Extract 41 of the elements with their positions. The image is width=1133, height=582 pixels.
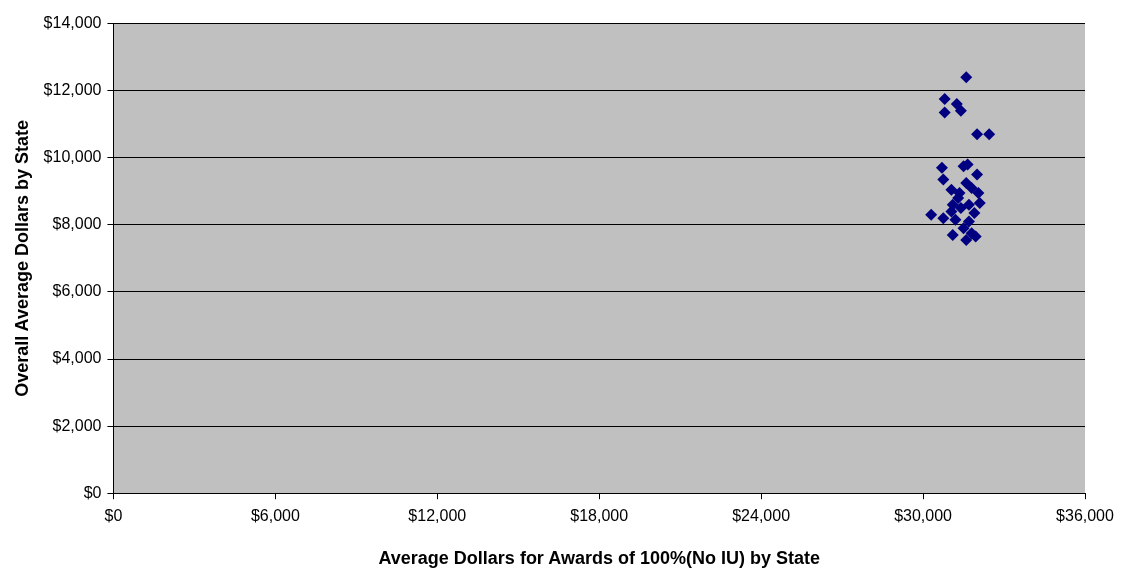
- y-tick-label: $14,000: [43, 14, 102, 32]
- point: [946, 228, 959, 241]
- point: [950, 98, 963, 111]
- x-tick-label: $0: [104, 507, 123, 525]
- point: [972, 186, 985, 199]
- x-axis-title: Average Dollars for Awards of 100%(No IU) by State: [378, 548, 820, 569]
- point: [954, 104, 967, 117]
- point: [937, 173, 950, 186]
- point: [925, 208, 938, 221]
- x-tick-label: $18,000: [570, 507, 629, 525]
- x-tick-label: $6,000: [250, 507, 300, 525]
- point: [971, 168, 984, 181]
- y-tick-label: $8,000: [52, 215, 102, 233]
- point: [971, 128, 984, 141]
- point: [937, 212, 950, 225]
- x-tick-label: $12,000: [408, 507, 467, 525]
- point: [968, 207, 981, 220]
- point: [983, 128, 996, 141]
- point: [973, 197, 986, 210]
- point: [960, 71, 973, 84]
- y-tick-label: $6,000: [52, 282, 102, 300]
- x-tick-label: $30,000: [894, 507, 953, 525]
- point: [954, 202, 967, 215]
- y-tick-label: $0: [83, 483, 102, 501]
- y-axis-title: Overall Average Dollars by State: [11, 120, 32, 397]
- point: [938, 93, 951, 106]
- point: [945, 183, 958, 196]
- y-tick-label: $12,000: [43, 81, 102, 99]
- point: [960, 176, 973, 189]
- y-tick-label: $4,000: [52, 349, 102, 367]
- y-tick-label: $2,000: [52, 416, 102, 434]
- point: [949, 213, 962, 226]
- point: [962, 215, 975, 228]
- point: [938, 106, 951, 119]
- point: [957, 222, 970, 235]
- point: [962, 198, 975, 211]
- x-tick-label: $24,000: [732, 507, 791, 525]
- point: [960, 233, 973, 246]
- x-tick-label: $36,000: [1056, 507, 1115, 525]
- y-tick-label: $10,000: [43, 148, 102, 166]
- point: [935, 161, 948, 174]
